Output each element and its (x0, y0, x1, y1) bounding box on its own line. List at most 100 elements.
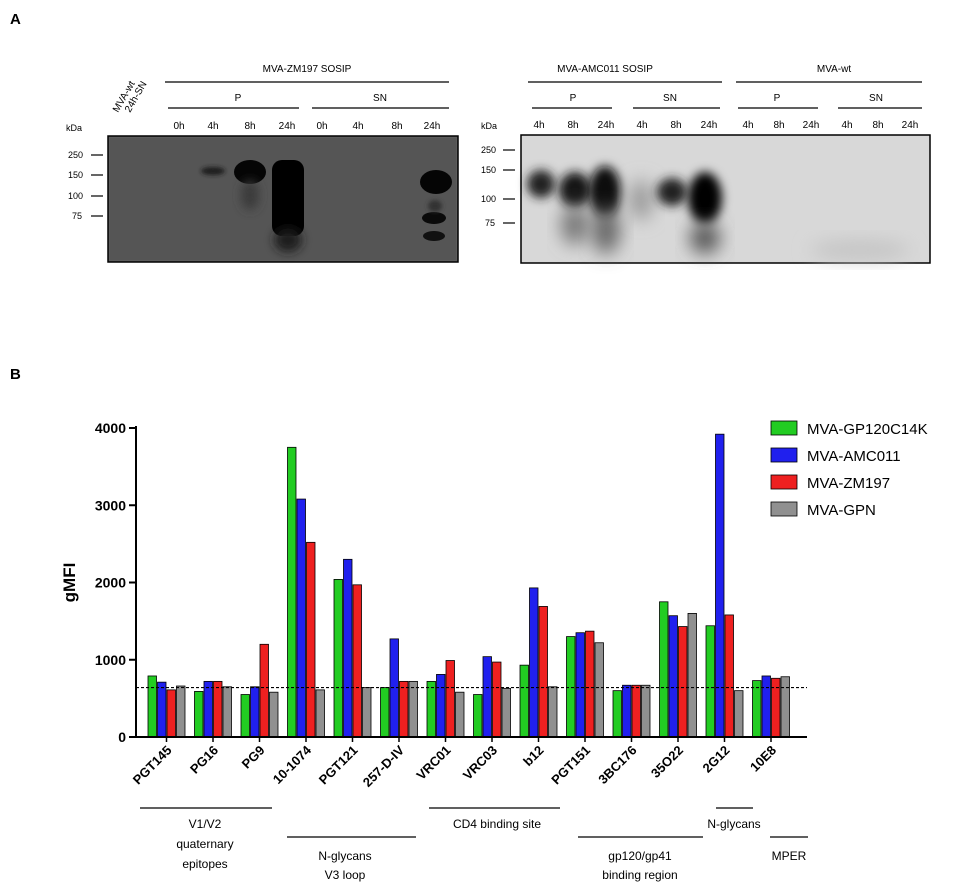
bar (203, 680, 213, 738)
blot1-time-label: 8h (244, 121, 255, 132)
bar-chart: PGT145 PG16 PG9 10-1074 PGT121 257-D-IV VRC01 V… (60, 420, 928, 790)
bar (176, 685, 186, 738)
blot2-marker-label: 100 (481, 194, 496, 204)
epitope-group-label: gp120/gp41 (608, 849, 672, 863)
blot2-time-label: 24h (803, 120, 820, 131)
bar (659, 601, 669, 738)
bar (715, 433, 725, 738)
blot2-band (589, 166, 621, 218)
blot2-band (657, 178, 687, 206)
bar (352, 584, 362, 738)
bar (296, 498, 306, 738)
blot2-marker-label: 250 (481, 145, 496, 155)
blot1-time-label: 4h (207, 121, 218, 132)
blot1-time-label: 0h (173, 121, 184, 132)
x-tick-label: 2G12 (700, 743, 733, 776)
y-tick-label: 4000 (95, 420, 126, 436)
bar (492, 661, 502, 738)
bar (445, 660, 455, 738)
blot1-band (423, 231, 445, 241)
bar (566, 636, 576, 738)
y-axis-label: gMFI (60, 563, 79, 603)
epitope-groups: V1/V2 quaternary epitopes N-glycans V3 l… (140, 807, 808, 882)
panel-a-label: A (10, 11, 21, 28)
bar (631, 684, 641, 738)
bar (761, 675, 771, 738)
bar (538, 606, 548, 738)
bar (147, 675, 157, 738)
blot2-time-label: 4h (841, 120, 852, 131)
blot2-smear (810, 240, 910, 260)
bar (399, 680, 409, 738)
legend-label: MVA-GPN (807, 502, 876, 519)
blot1-marker-label: 100 (68, 191, 83, 201)
blot2-sub-label: P (774, 93, 781, 104)
bar (343, 558, 353, 738)
epitope-group-label: CD4 binding site (453, 817, 541, 831)
blot2-sub-label: SN (869, 93, 883, 104)
bar (213, 680, 223, 738)
blot2-kda-label: kDa (481, 121, 497, 131)
x-tick-label: PGT121 (316, 743, 361, 788)
x-tick-label: PG16 (187, 743, 221, 777)
blot2-sub-label: SN (663, 93, 677, 104)
y-tick-label: 2000 (95, 575, 126, 591)
blot2-band (561, 205, 589, 245)
legend-swatch (770, 474, 798, 490)
epitope-group-label: N-glycans (318, 849, 371, 863)
x-tick-label: PGT145 (130, 743, 175, 788)
blot2-band (592, 206, 620, 254)
bar (705, 625, 715, 738)
blot1-band (234, 160, 266, 184)
bar (194, 691, 204, 738)
bar (687, 613, 697, 738)
bar (501, 687, 511, 738)
bar (724, 614, 734, 738)
y-tick-label: 0 (118, 729, 126, 745)
blot2-group-label: MVA-AMC011 SOSIP (557, 64, 653, 75)
blot2-time-label: 8h (567, 120, 578, 131)
bar (641, 684, 651, 738)
y-tick-label: 1000 (95, 652, 126, 668)
bar (222, 686, 232, 738)
epitope-group-label: N-glycans (707, 817, 760, 831)
bar (529, 587, 539, 738)
x-tick-label: 35O22 (648, 743, 686, 781)
blot2-marker-label: 150 (481, 165, 496, 175)
legend-label: MVA-ZM197 (807, 475, 890, 492)
x-tick-label: PG9 (239, 743, 268, 772)
blot2-time-label: 4h (742, 120, 753, 131)
bar (157, 681, 167, 738)
blot1-time-label: 24h (279, 121, 296, 132)
bar (315, 689, 325, 738)
x-tick-label: 10-1074 (270, 742, 315, 787)
blot2-band (629, 180, 653, 220)
blot2-band (688, 172, 722, 224)
blot2-time-label: 4h (636, 120, 647, 131)
blot1-image (107, 135, 459, 263)
blot2-header: MVA-AMC011 SOSIP MVA-wt P SN P SN 4h 8h … (481, 64, 922, 228)
blot1-band (272, 160, 304, 236)
epitope-group-label: MPER (772, 849, 807, 863)
bar (455, 691, 465, 738)
x-tick-label: 257-D-IV (360, 742, 408, 790)
epitope-group-label: V1/V2 (189, 817, 222, 831)
blot1-band (420, 170, 452, 194)
blot2-group-label: MVA-wt (817, 64, 851, 75)
epitope-group-label: quaternary (176, 837, 233, 851)
y-tick-label: 3000 (95, 497, 126, 513)
bar (519, 664, 529, 738)
bar (622, 684, 632, 738)
bar (780, 676, 790, 738)
blot2-sub-label: P (570, 93, 577, 104)
blot1-marker-label: 150 (68, 170, 83, 180)
blot1-group-label: MVA-ZM197 SOSIP (263, 64, 352, 75)
x-tick-label: 10E8 (747, 743, 779, 775)
bar (752, 680, 762, 738)
blot1-marker-label: 250 (68, 150, 83, 160)
bar (548, 686, 558, 738)
blot2-time-label: 8h (773, 120, 784, 131)
legend-label: MVA-AMC011 (807, 448, 901, 465)
epitope-group-label: epitopes (182, 857, 227, 871)
